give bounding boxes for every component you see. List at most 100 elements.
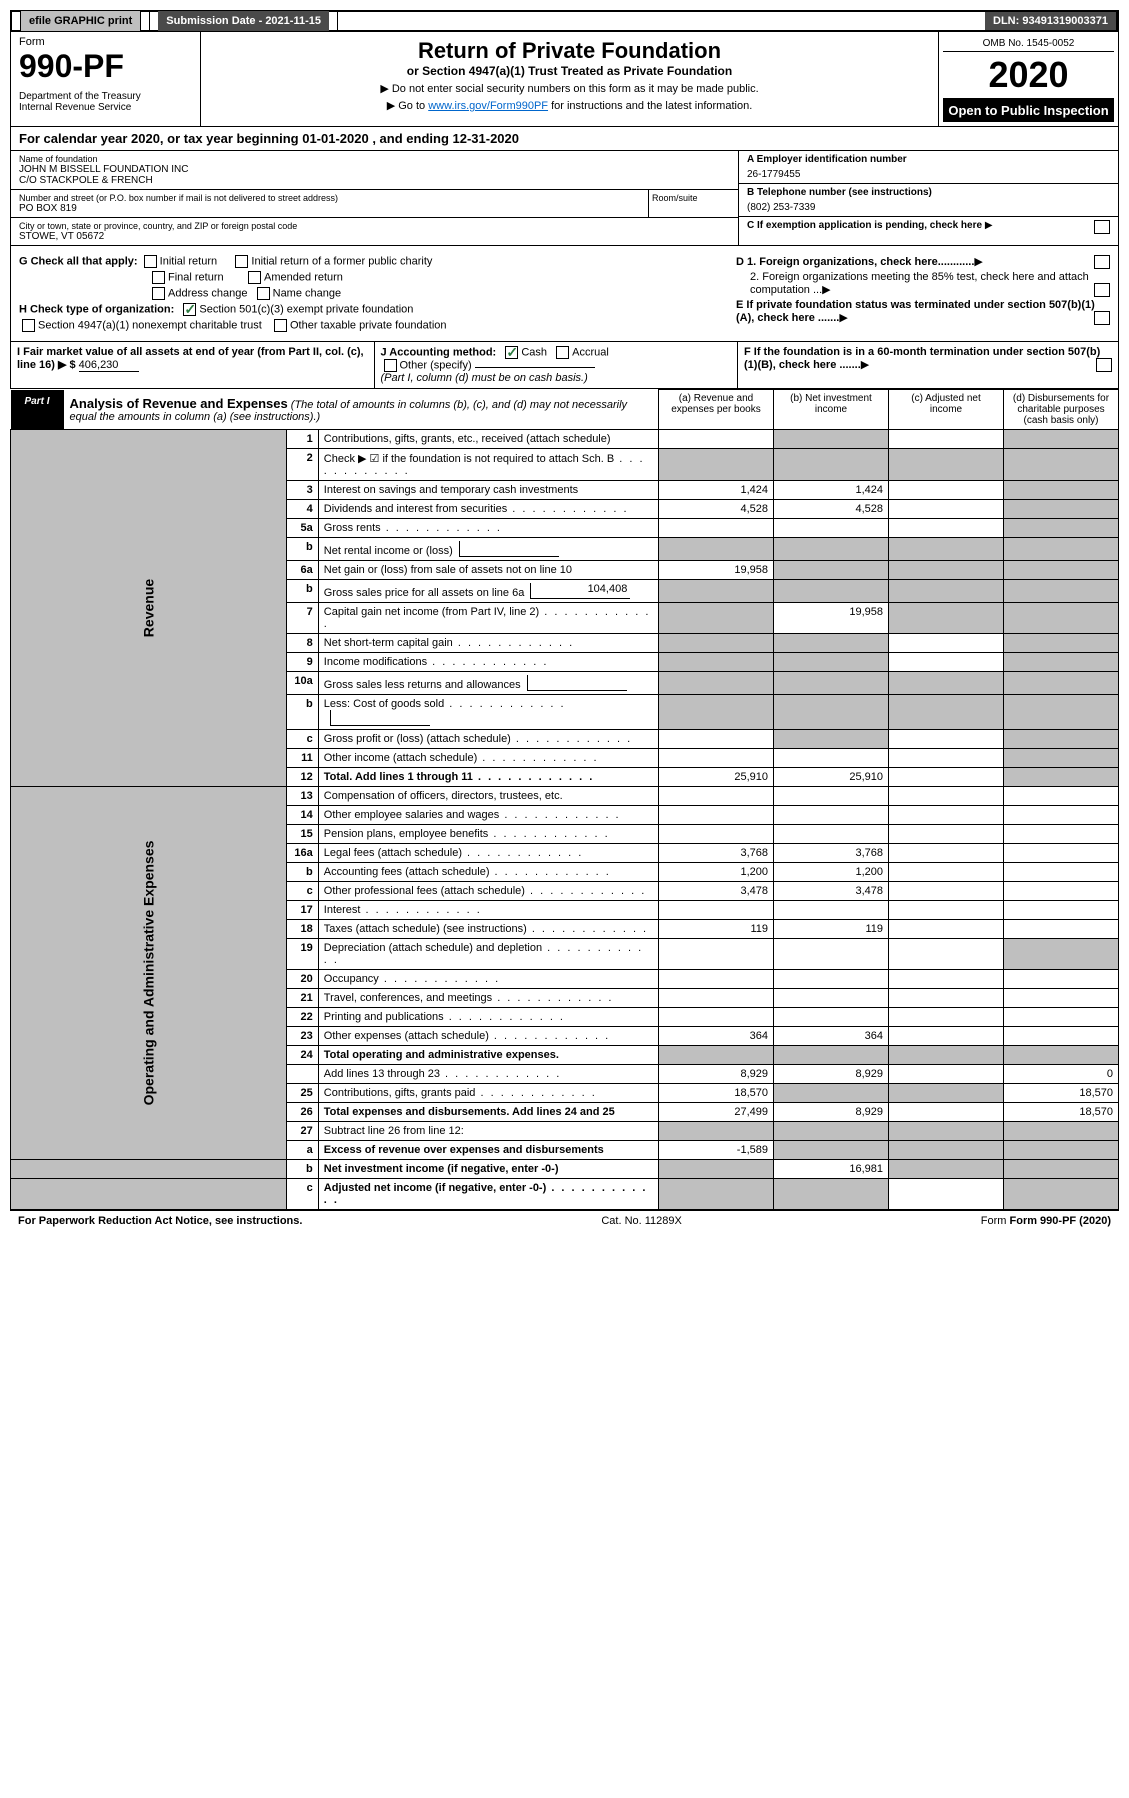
row-12: Total. Add lines 1 through 11 xyxy=(318,768,658,787)
footer-left: For Paperwork Reduction Act Notice, see … xyxy=(18,1215,302,1227)
footer-mid: Cat. No. 11289X xyxy=(601,1215,682,1227)
cb-accrual[interactable] xyxy=(556,346,569,359)
row-5b: Net rental income or (loss) xyxy=(318,538,658,561)
phone-value: (802) 253-7339 xyxy=(747,202,1110,213)
efile-button[interactable]: efile GRAPHIC print xyxy=(20,10,141,32)
row-24: Total operating and administrative expen… xyxy=(318,1046,658,1065)
row-6a: Net gain or (loss) from sale of assets n… xyxy=(318,561,658,580)
cb-name-change[interactable] xyxy=(257,287,270,300)
tax-year: 2020 xyxy=(943,52,1114,99)
row-14: Other employee salaries and wages xyxy=(318,806,658,825)
row-3: Interest on savings and temporary cash i… xyxy=(318,481,658,500)
cb-other-taxable[interactable] xyxy=(274,319,287,332)
cb-85pct[interactable] xyxy=(1094,283,1110,297)
i-value: 406,230 xyxy=(79,359,139,372)
row-15: Pension plans, employee benefits xyxy=(318,825,658,844)
ein-label: A Employer identification number xyxy=(747,154,1110,165)
cb-501c3[interactable] xyxy=(183,303,196,316)
row-5a: Gross rents xyxy=(318,519,658,538)
form-header: Form 990-PF Department of the Treasury I… xyxy=(10,32,1119,127)
addr-label: Number and street (or P.O. box number if… xyxy=(19,193,640,203)
address: PO BOX 819 xyxy=(19,203,640,214)
g-label: G Check all that apply: xyxy=(19,255,138,267)
form-title: Return of Private Foundation xyxy=(207,38,932,64)
row-20: Occupancy xyxy=(318,970,658,989)
phone-label: B Telephone number (see instructions) xyxy=(747,187,1110,198)
name-label: Name of foundation xyxy=(19,154,730,164)
row-24b: Add lines 13 through 23 xyxy=(318,1065,658,1084)
row-6b: Gross sales price for all assets on line… xyxy=(318,580,658,603)
col-a-header: (a) Revenue and expenses per books xyxy=(659,390,774,430)
cb-foreign-org[interactable] xyxy=(1094,255,1110,269)
row-27: Subtract line 26 from line 12: xyxy=(318,1122,658,1141)
cb-final-return[interactable] xyxy=(152,271,165,284)
row-27b: Net investment income (if negative, ente… xyxy=(318,1160,658,1179)
cb-cash[interactable] xyxy=(505,346,518,359)
form-number: 990-PF xyxy=(19,48,192,85)
row-18: Taxes (attach schedule) (see instruction… xyxy=(318,920,658,939)
f-label: F If the foundation is in a 60-month ter… xyxy=(744,346,1100,371)
irs-link[interactable]: www.irs.gov/Form990PF xyxy=(428,100,548,112)
foundation-name-1: JOHN M BISSELL FOUNDATION INC xyxy=(19,164,730,175)
row-27c: Adjusted net income (if negative, enter … xyxy=(318,1179,658,1210)
row-16a: Legal fees (attach schedule) xyxy=(318,844,658,863)
d1-label: D 1. Foreign organizations, check here..… xyxy=(736,256,974,268)
city-label: City or town, state or province, country… xyxy=(19,221,730,231)
section-ijf: I Fair market value of all assets at end… xyxy=(10,342,1119,389)
row-1: Contributions, gifts, grants, etc., rece… xyxy=(318,430,658,449)
row-25: Contributions, gifts, grants paid xyxy=(318,1084,658,1103)
j-label: J Accounting method: xyxy=(381,346,497,358)
note-goto: ▶ Go to www.irs.gov/Form990PF for instru… xyxy=(207,99,932,112)
note-ssn: ▶ Do not enter social security numbers o… xyxy=(207,82,932,95)
dln: DLN: 93491319003371 xyxy=(985,12,1117,30)
cb-60month[interactable] xyxy=(1096,358,1112,372)
col-b-header: (b) Net investment income xyxy=(774,390,889,430)
row-16c: Other professional fees (attach schedule… xyxy=(318,882,658,901)
form-label: Form xyxy=(19,36,192,48)
row-8: Net short-term capital gain xyxy=(318,634,658,653)
revenue-side-label: Revenue xyxy=(140,476,156,741)
exemption-pending-label: C If exemption application is pending, c… xyxy=(747,220,982,231)
j-note: (Part I, column (d) must be on cash basi… xyxy=(381,372,588,384)
part1-label: Part I xyxy=(11,390,64,429)
row-13: Compensation of officers, directors, tru… xyxy=(318,787,658,806)
row-4: Dividends and interest from securities xyxy=(318,500,658,519)
cb-other-method[interactable] xyxy=(384,359,397,372)
cb-initial-former[interactable] xyxy=(235,255,248,268)
row-11: Other income (attach schedule) xyxy=(318,749,658,768)
check-section-g: G Check all that apply: Initial return I… xyxy=(10,246,1119,342)
dept-treasury: Department of the Treasury Internal Reve… xyxy=(19,91,192,113)
h-label: H Check type of organization: xyxy=(19,303,174,315)
part1-table: Part I Analysis of Revenue and Expenses … xyxy=(10,389,1119,1210)
ein-value: 26-1779455 xyxy=(747,169,1110,180)
col-d-header: (d) Disbursements for charitable purpose… xyxy=(1004,390,1119,430)
row-26: Total expenses and disbursements. Add li… xyxy=(318,1103,658,1122)
top-bar: efile GRAPHIC print Submission Date - 20… xyxy=(10,10,1119,32)
row-22: Printing and publications xyxy=(318,1008,658,1027)
open-public: Open to Public Inspection xyxy=(943,99,1114,122)
cb-address-change[interactable] xyxy=(152,287,165,300)
row-9: Income modifications xyxy=(318,653,658,672)
cb-4947a1[interactable] xyxy=(22,319,35,332)
exemption-checkbox[interactable] xyxy=(1094,220,1110,234)
page-footer: For Paperwork Reduction Act Notice, see … xyxy=(10,1210,1119,1231)
cb-initial-return[interactable] xyxy=(144,255,157,268)
row-7: Capital gain net income (from Part IV, l… xyxy=(318,603,658,634)
row-10b: Less: Cost of goods sold xyxy=(318,695,658,730)
foundation-name-2: C/O STACKPOLE & FRENCH xyxy=(19,175,730,186)
expenses-side-label: Operating and Administrative Expenses xyxy=(140,841,156,1106)
part1-title: Analysis of Revenue and Expenses xyxy=(70,396,288,411)
row-17: Interest xyxy=(318,901,658,920)
cb-terminated[interactable] xyxy=(1094,311,1110,325)
col-c-header: (c) Adjusted net income xyxy=(889,390,1004,430)
e-label: E If private foundation status was termi… xyxy=(736,299,1095,324)
row-10c: Gross profit or (loss) (attach schedule) xyxy=(318,730,658,749)
footer-right: Form Form 990-PF (2020) xyxy=(981,1215,1111,1227)
row-10a: Gross sales less returns and allowances xyxy=(318,672,658,695)
row-19: Depreciation (attach schedule) and deple… xyxy=(318,939,658,970)
cb-amended-return[interactable] xyxy=(248,271,261,284)
i-label: I Fair market value of all assets at end… xyxy=(17,346,364,371)
form-subtitle: or Section 4947(a)(1) Trust Treated as P… xyxy=(207,64,932,78)
d2-label: 2. Foreign organizations meeting the 85%… xyxy=(750,271,1089,296)
row-21: Travel, conferences, and meetings xyxy=(318,989,658,1008)
